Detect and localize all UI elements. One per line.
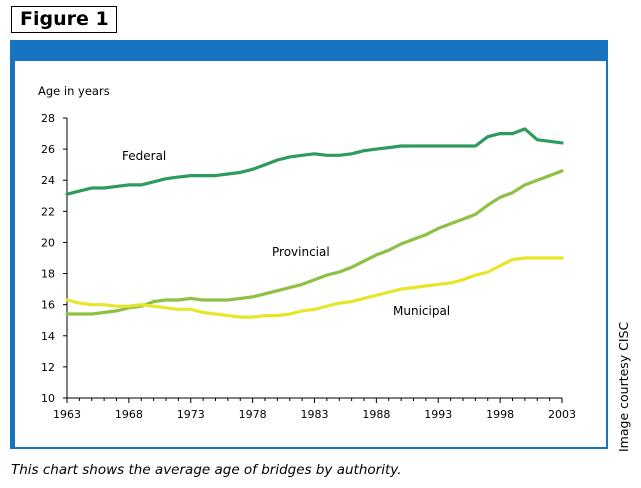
y-tick-label: 28: [41, 112, 55, 125]
y-tick-label: 16: [41, 299, 55, 312]
x-tick-label: 1978: [239, 408, 267, 421]
y-tick-label: 14: [41, 330, 55, 343]
series-label-federal: Federal: [122, 149, 166, 163]
x-tick-label: 1998: [486, 408, 514, 421]
figure-label: Figure 1: [11, 6, 117, 33]
y-tick-label: 18: [41, 268, 55, 281]
x-tick-label: 1983: [301, 408, 329, 421]
y-tick-label: 10: [41, 392, 55, 405]
y-tick-label: 22: [41, 205, 55, 218]
y-tick-label: 26: [41, 143, 55, 156]
y-tick-label: 12: [41, 361, 55, 374]
series-line-provincial: [65, 169, 564, 316]
x-tick-label: 1963: [53, 408, 81, 421]
frame-top-bar: [12, 42, 606, 61]
axes: 10 12 14 16 18 20 22 24 26 28 1963 1968 1973 1978 1983…: [41, 112, 576, 421]
figure-caption: This chart shows the average age of brid…: [11, 462, 402, 478]
y-axis-label: Age in years: [38, 84, 110, 98]
frame-left-bar: [12, 42, 15, 447]
x-tick-label: 1988: [362, 408, 390, 421]
x-tick-label: 2003: [548, 408, 576, 421]
image-credit: Image courtesy CISC: [616, 321, 631, 452]
y-tick-label: 24: [41, 174, 55, 187]
x-tick-label: 1993: [424, 408, 452, 421]
x-tick-label: 1973: [177, 408, 205, 421]
series-label-municipal: Municipal: [393, 304, 450, 318]
chart-frame: [10, 40, 608, 449]
series-lines: [65, 127, 564, 319]
series-line-municipal: [65, 256, 564, 319]
y-tick-label: 20: [41, 236, 55, 249]
series-label-provincial: Provincial: [272, 245, 330, 259]
series-line-federal: [65, 127, 564, 196]
x-tick-label: 1968: [115, 408, 143, 421]
